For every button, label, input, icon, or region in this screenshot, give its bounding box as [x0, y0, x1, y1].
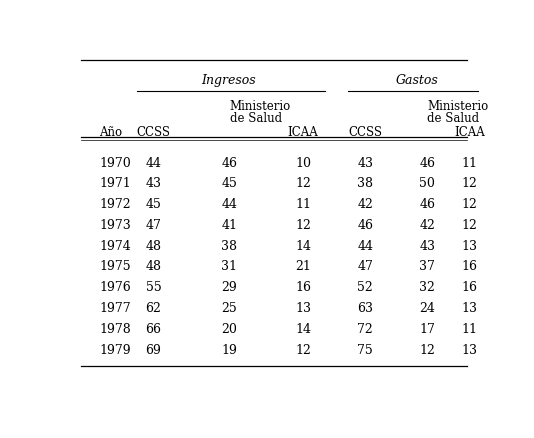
Text: 1975: 1975 [99, 261, 131, 273]
Text: 14: 14 [295, 323, 311, 336]
Text: 1973: 1973 [99, 219, 131, 232]
Text: 16: 16 [462, 281, 478, 294]
Text: ICAA: ICAA [454, 127, 485, 139]
Text: 16: 16 [462, 261, 478, 273]
Text: 1972: 1972 [99, 198, 131, 211]
Text: 29: 29 [222, 281, 238, 294]
Text: 44: 44 [146, 156, 162, 170]
Text: 55: 55 [146, 281, 161, 294]
Text: Gastos: Gastos [396, 74, 439, 87]
Text: 72: 72 [357, 323, 373, 336]
Text: 38: 38 [357, 177, 373, 190]
Text: 42: 42 [419, 219, 435, 232]
Text: 1971: 1971 [99, 177, 131, 190]
Text: 48: 48 [146, 240, 162, 253]
Text: 38: 38 [222, 240, 238, 253]
Text: 17: 17 [419, 323, 435, 336]
Text: CCSS: CCSS [348, 127, 382, 139]
Text: 12: 12 [295, 219, 311, 232]
Text: 13: 13 [462, 240, 478, 253]
Text: 10: 10 [295, 156, 311, 170]
Text: 13: 13 [462, 344, 478, 357]
Text: 44: 44 [357, 240, 373, 253]
Text: 43: 43 [146, 177, 162, 190]
Text: 12: 12 [462, 198, 478, 211]
Text: 62: 62 [146, 302, 161, 315]
Text: 24: 24 [419, 302, 435, 315]
Text: 12: 12 [419, 344, 435, 357]
Text: 19: 19 [222, 344, 238, 357]
Text: de Salud: de Salud [427, 112, 479, 125]
Text: 12: 12 [295, 177, 311, 190]
Text: 11: 11 [462, 323, 478, 336]
Text: 45: 45 [146, 198, 161, 211]
Text: 11: 11 [462, 156, 478, 170]
Text: 11: 11 [295, 198, 311, 211]
Text: CCSS: CCSS [137, 127, 170, 139]
Text: 43: 43 [357, 156, 373, 170]
Text: 12: 12 [295, 344, 311, 357]
Text: 69: 69 [146, 344, 161, 357]
Text: 46: 46 [419, 156, 435, 170]
Text: de Salud: de Salud [230, 112, 281, 125]
Text: 12: 12 [462, 219, 478, 232]
Text: 46: 46 [419, 198, 435, 211]
Text: 12: 12 [462, 177, 478, 190]
Text: 1979: 1979 [99, 344, 131, 357]
Text: 50: 50 [419, 177, 435, 190]
Text: 1976: 1976 [99, 281, 131, 294]
Text: 1974: 1974 [99, 240, 131, 253]
Text: 20: 20 [222, 323, 238, 336]
Text: 41: 41 [222, 219, 238, 232]
Text: 75: 75 [357, 344, 373, 357]
Text: ICAA: ICAA [288, 127, 318, 139]
Text: Ministerio: Ministerio [427, 100, 489, 113]
Text: 47: 47 [357, 261, 373, 273]
Text: Año: Año [99, 127, 122, 139]
Text: 37: 37 [419, 261, 435, 273]
Text: 13: 13 [462, 302, 478, 315]
Text: 1978: 1978 [99, 323, 131, 336]
Text: 47: 47 [146, 219, 161, 232]
Text: Ingresos: Ingresos [201, 74, 256, 87]
Text: 1977: 1977 [99, 302, 131, 315]
Text: 31: 31 [222, 261, 238, 273]
Text: 52: 52 [357, 281, 373, 294]
Text: 44: 44 [222, 198, 238, 211]
Text: 25: 25 [222, 302, 238, 315]
Text: 63: 63 [357, 302, 373, 315]
Text: 42: 42 [357, 198, 373, 211]
Text: 14: 14 [295, 240, 311, 253]
Text: 46: 46 [357, 219, 373, 232]
Text: 43: 43 [419, 240, 435, 253]
Text: 32: 32 [419, 281, 435, 294]
Text: Ministerio: Ministerio [230, 100, 290, 113]
Text: 45: 45 [222, 177, 238, 190]
Text: 46: 46 [222, 156, 238, 170]
Text: 66: 66 [146, 323, 162, 336]
Text: 21: 21 [295, 261, 311, 273]
Text: 13: 13 [295, 302, 311, 315]
Text: 48: 48 [146, 261, 162, 273]
Text: 1970: 1970 [99, 156, 131, 170]
Text: 16: 16 [295, 281, 311, 294]
